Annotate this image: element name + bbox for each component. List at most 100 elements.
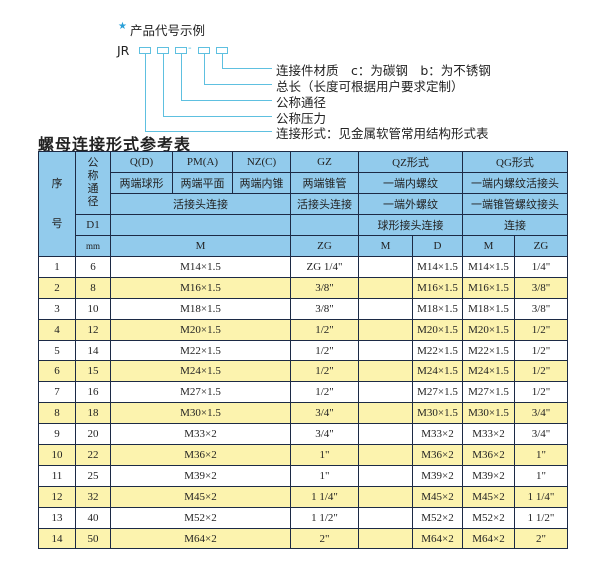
cell-qz-m (358, 527, 413, 550)
cell-seq: 10 (38, 444, 76, 466)
cell-qg-zg: 3/8" (514, 297, 568, 320)
cell-qg-m: M20×1.5 (462, 318, 515, 341)
cell-qz-m (358, 423, 413, 446)
cell-qz-d: M20×1.5 (412, 318, 463, 341)
cell-nominal: 18 (75, 402, 111, 425)
table-row: 3 10 M18×1.5 3/8" M18×1.5 M18×1.5 3/8" (38, 297, 568, 320)
header-qg-desc3: 连接 (462, 214, 568, 236)
cell-qz-d: M14×1.5 (412, 256, 463, 278)
header-qg: QG形式 (462, 151, 568, 173)
code-prefix: JR (117, 43, 130, 58)
cell-zg: 1 1/2" (290, 506, 359, 529)
cell-qz-m (358, 485, 413, 508)
cell-nominal: 22 (75, 444, 111, 466)
cell-zg: 1/2" (290, 339, 359, 362)
code-box (157, 47, 169, 54)
header-qz-desc3: 球形接头连接 (358, 214, 463, 236)
cell-qg-m: M33×2 (462, 423, 515, 446)
header-pm: PM(A) (172, 151, 233, 173)
cell-qg-zg: 1" (514, 444, 568, 466)
header-nominal: 公称通径 (75, 151, 111, 215)
cell-qz-m (358, 318, 413, 341)
cell-zg: 3/8" (290, 276, 359, 299)
cell-seq: 13 (38, 506, 76, 529)
cell-zg: 3/4" (290, 402, 359, 425)
cell-qz-m (358, 402, 413, 425)
header-qz: QZ形式 (358, 151, 463, 173)
table-body: 1 6 M14×1.5 ZG 1/4" M14×1.5 M14×1.5 1/4" 2 8 M16×… (38, 256, 568, 550)
cell-qg-m: M30×1.5 (462, 402, 515, 425)
cell-qg-zg: 1/4" (514, 256, 568, 278)
header-qz-m: M (358, 235, 413, 257)
header-empty (110, 214, 291, 236)
cell-qg-zg: 1/2" (514, 381, 568, 404)
legend-pressure: 公称压力 (276, 111, 327, 126)
cell-seq: 4 (38, 318, 76, 341)
cell-seq: 14 (38, 527, 76, 550)
header-union1: 活接头连接 (110, 193, 291, 215)
cell-nominal: 10 (75, 297, 111, 320)
cell-zg: 2" (290, 527, 359, 550)
cell-qz-d: M36×2 (412, 444, 463, 466)
cell-seq: 8 (38, 402, 76, 425)
cell-seq: 9 (38, 423, 76, 446)
cell-m: M45×2 (110, 485, 291, 508)
cell-qz-m (358, 381, 413, 404)
cell-m: M39×2 (110, 464, 291, 487)
cell-qg-zg: 3/4" (514, 402, 568, 425)
cell-qg-m: M39×2 (462, 464, 515, 487)
cell-qz-d: M18×1.5 (412, 297, 463, 320)
cell-zg: 3/8" (290, 297, 359, 320)
cell-seq: 5 (38, 339, 76, 362)
cell-qz-d: M22×1.5 (412, 339, 463, 362)
cell-seq: 7 (38, 381, 76, 404)
cell-zg: 1 1/4" (290, 485, 359, 508)
header-qg-desc2: 一端锥管螺纹接头 (462, 193, 568, 215)
table-row: 9 20 M33×2 3/4" M33×2 M33×2 3/4" (38, 423, 568, 446)
header-qg-desc1: 一端内螺纹活接头 (462, 172, 568, 194)
cell-m: M24×1.5 (110, 360, 291, 383)
cell-qg-m: M36×2 (462, 444, 515, 466)
cell-m: M20×1.5 (110, 318, 291, 341)
cell-qz-m (358, 360, 413, 383)
cell-qz-d: M30×1.5 (412, 402, 463, 425)
cell-zg: 1" (290, 464, 359, 487)
header-empty (290, 214, 359, 236)
cell-qg-zg: 3/8" (514, 276, 568, 299)
legend-diameter: 公称通径 (276, 95, 327, 110)
cell-m: M18×1.5 (110, 297, 291, 320)
cell-seq: 6 (38, 360, 76, 383)
cell-nominal: 15 (75, 360, 111, 383)
cell-qz-m (358, 506, 413, 529)
cell-seq: 2 (38, 276, 76, 299)
cell-nominal: 6 (75, 256, 111, 278)
cell-seq: 11 (38, 464, 76, 487)
cell-qg-m: M14×1.5 (462, 256, 515, 278)
header-d1: D1 (75, 214, 111, 236)
cell-qz-d: M64×2 (412, 527, 463, 550)
header-qg-m: M (462, 235, 515, 257)
legend-connection: 连接形式：见金属软管常用结构形式表 (276, 126, 489, 141)
table-row: 2 8 M16×1.5 3/8" M16×1.5 M16×1.5 3/8" (38, 276, 568, 299)
cell-qg-zg: 1" (514, 464, 568, 487)
table-row: 12 32 M45×2 1 1/4" M45×2 M45×2 1 1/4" (38, 485, 568, 508)
cell-qg-zg: 3/4" (514, 423, 568, 446)
table-row: 14 50 M64×2 2" M64×2 M64×2 2" (38, 527, 568, 550)
cell-nominal: 12 (75, 318, 111, 341)
cell-qg-m: M18×1.5 (462, 297, 515, 320)
cell-m: M33×2 (110, 423, 291, 446)
cell-m: M27×1.5 (110, 381, 291, 404)
header-nz: NZ(C) (232, 151, 291, 173)
header-gz-desc: 两端锥管 (290, 172, 359, 194)
code-separator: - (188, 43, 192, 54)
cell-nominal: 40 (75, 506, 111, 529)
code-box (216, 47, 228, 54)
cell-qz-m (358, 464, 413, 487)
header-seq: 序号 (38, 151, 76, 257)
cell-m: M36×2 (110, 444, 291, 466)
cell-qg-m: M24×1.5 (462, 360, 515, 383)
star-icon: ★ (118, 21, 127, 32)
table-row: 10 22 M36×2 1" M36×2 M36×2 1" (38, 444, 568, 466)
cell-qg-zg: 1/2" (514, 360, 568, 383)
cell-qg-zg: 1 1/2" (514, 506, 568, 529)
